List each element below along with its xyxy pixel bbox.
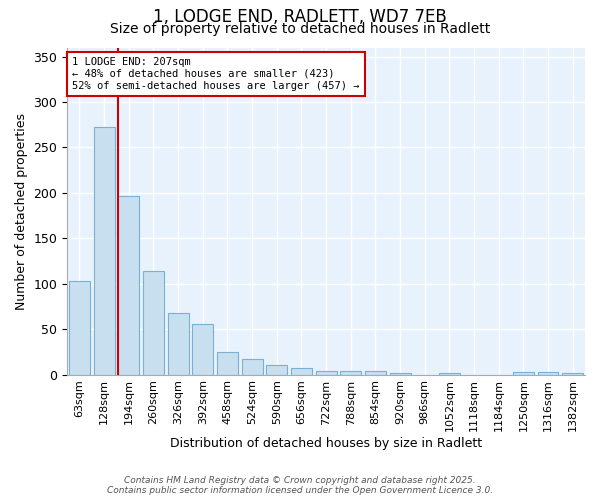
Bar [365,371,386,374]
Bar [389,373,410,374]
Text: Contains HM Land Registry data © Crown copyright and database right 2025.
Contai: Contains HM Land Registry data © Crown c… [107,476,493,495]
Bar [242,359,263,374]
Bar [118,196,139,374]
Text: 1 LODGE END: 207sqm
← 48% of detached houses are smaller (423)
52% of semi-detac: 1 LODGE END: 207sqm ← 48% of detached ho… [73,58,360,90]
Bar [94,128,115,374]
Bar [69,281,90,374]
Bar [192,324,213,374]
Bar [291,368,312,374]
Y-axis label: Number of detached properties: Number of detached properties [15,112,28,310]
Bar [538,372,559,374]
Text: 1, LODGE END, RADLETT, WD7 7EB: 1, LODGE END, RADLETT, WD7 7EB [153,8,447,26]
Bar [316,371,337,374]
Bar [217,352,238,374]
Bar [167,313,188,374]
Bar [340,371,361,374]
Bar [266,366,287,374]
Bar [439,373,460,374]
Text: Size of property relative to detached houses in Radlett: Size of property relative to detached ho… [110,22,490,36]
Bar [513,372,534,374]
Bar [143,271,164,374]
Bar [562,373,583,374]
X-axis label: Distribution of detached houses by size in Radlett: Distribution of detached houses by size … [170,437,482,450]
